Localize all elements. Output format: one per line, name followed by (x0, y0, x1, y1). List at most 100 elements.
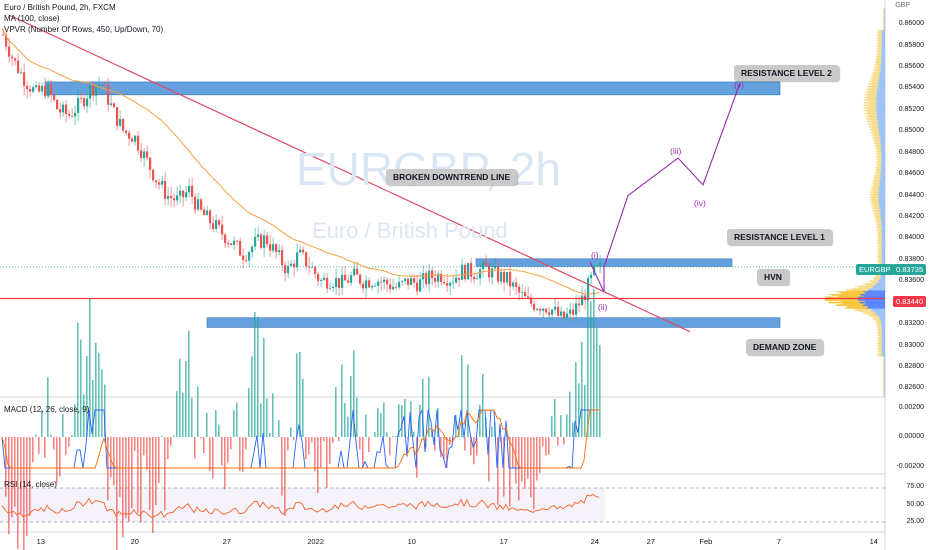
volume-bar-up (873, 143, 880, 144)
volume-bar-up (866, 112, 877, 114)
macd-histogram-bar (248, 387, 250, 437)
price-axis-tick: 0.85600 (898, 62, 924, 70)
volume-bar-up (875, 153, 881, 155)
volume-bar-up (874, 275, 881, 276)
candle-body (176, 195, 179, 201)
volume-bar-up (874, 206, 881, 208)
macd-histogram-bar (524, 437, 526, 489)
volume-bar-down (881, 233, 885, 235)
volume-bar-up (883, 11, 885, 13)
volume-bar-down (879, 208, 885, 210)
volume-bar-up (858, 287, 874, 289)
volume-bar-down (882, 227, 885, 229)
volume-bar-down (875, 101, 885, 103)
macd-histogram-bar (596, 327, 598, 437)
volume-bar-up (883, 372, 885, 374)
macd-histogram-bar (545, 437, 547, 456)
volume-bar-up (879, 352, 883, 354)
volume-bar-up (874, 145, 881, 147)
macd-histogram-bar (587, 281, 589, 437)
volume-bar-up (878, 160, 882, 162)
volume-bar-down (881, 252, 885, 254)
candle-body (572, 309, 575, 315)
ma-indicator-label[interactable]: MA (100, close) (4, 14, 60, 23)
volume-bar-down (881, 237, 885, 239)
volume-bar-down (881, 155, 885, 156)
volume-bar-down (879, 185, 885, 186)
candle-body (578, 303, 581, 306)
volume-bar-down (878, 191, 885, 192)
volume-bar-up (828, 302, 860, 304)
volume-bar-up (873, 140, 880, 142)
price-axis-tick: 0.84600 (898, 170, 924, 178)
volume-bar-down (875, 283, 885, 285)
volume-bar-down (880, 159, 885, 161)
volume-bar-up (883, 14, 885, 16)
volume-bar-up (872, 137, 880, 138)
macd-histogram-bar (203, 437, 205, 454)
volume-bar-up (877, 245, 882, 247)
volume-bar-up (876, 239, 882, 241)
volume-bar-up (877, 250, 882, 252)
macd-histogram-bar (512, 437, 514, 469)
volume-bar-up (868, 92, 878, 94)
macd-histogram-bar (557, 437, 559, 446)
candle-body (467, 263, 470, 280)
volume-bar-down (865, 293, 885, 295)
volume-bar-down (857, 296, 885, 298)
wave-label-iii: (iii) (670, 146, 681, 156)
volume-bar-down (881, 347, 885, 349)
volume-bar-up (863, 113, 876, 114)
volume-bar-up (866, 119, 877, 120)
candle-body (8, 46, 11, 57)
candle-body (419, 279, 422, 292)
vpvr-indicator-label[interactable]: VPVR (Number Of Rows, 450, Up/Down, 70) (4, 25, 164, 34)
candle-body (116, 107, 119, 126)
volume-bar-down (879, 197, 885, 199)
volume-bar-up (846, 306, 868, 308)
volume-bar-up (876, 47, 882, 49)
rsi-label[interactable]: RSI (14, close) (4, 480, 57, 489)
macd-histogram-bar (395, 435, 397, 437)
volume-bar-up (877, 351, 882, 353)
volume-bar-up (873, 133, 880, 135)
candle-body (560, 311, 563, 316)
volume-bar-down (879, 182, 885, 184)
volume-bar-down (884, 374, 885, 376)
macd-histogram-bar (473, 437, 475, 465)
volume-bar-up (874, 320, 881, 322)
volume-bar-up (877, 336, 882, 338)
macd-histogram-bar (362, 437, 364, 467)
candle-body (125, 130, 128, 133)
volume-bar-up (876, 60, 882, 62)
macd-histogram-bar (575, 362, 577, 437)
volume-bar-up (874, 279, 881, 281)
volume-bar-up (883, 22, 885, 24)
candle-body (317, 273, 320, 282)
volume-bar-down (884, 19, 885, 21)
macd-label[interactable]: MACD (12, 26, close, 9) (4, 405, 90, 414)
volume-bar-up (883, 376, 885, 378)
volume-bar-up (876, 141, 882, 143)
volume-bar-up (867, 95, 878, 97)
volume-bar-down (881, 221, 885, 223)
macd-histogram-bar (332, 437, 334, 444)
volume-bar-up (878, 47, 883, 48)
volume-bar-up (856, 309, 872, 311)
volume-bar-down (866, 307, 885, 309)
volume-bar-up (883, 357, 885, 359)
volume-bar-down (881, 238, 885, 240)
volume-bar-down (878, 196, 885, 198)
candle-body (257, 234, 260, 238)
volume-bar-up (867, 86, 878, 88)
macd-histogram-bar (443, 437, 445, 460)
volume-bar-down (873, 285, 885, 287)
volume-bar-down (882, 246, 885, 248)
volume-bar-up (876, 237, 882, 239)
volume-bar-up (877, 43, 882, 45)
volume-bar-down (879, 137, 885, 139)
volume-bar-up (854, 286, 872, 288)
macd-histogram-bar (149, 437, 151, 511)
volume-bar-down (881, 54, 885, 56)
